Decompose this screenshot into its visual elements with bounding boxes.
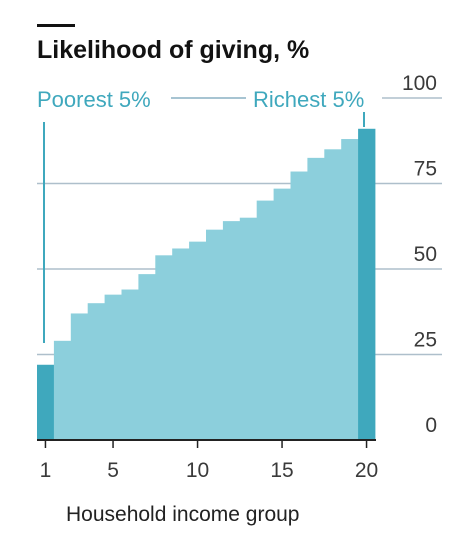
bar-11 <box>206 229 224 440</box>
x-tick-label-15: 15 <box>270 459 293 482</box>
x-axis-label: Household income group <box>66 503 299 526</box>
x-tick-label-10: 10 <box>186 459 209 482</box>
x-tick-label-5: 5 <box>107 459 119 482</box>
bar-13 <box>239 217 258 440</box>
bars <box>37 128 376 441</box>
bar-4 <box>87 303 105 440</box>
y-tick-label-50: 50 <box>414 243 437 266</box>
annotation-richest: Richest 5% <box>253 87 364 112</box>
y-tick-label-75: 75 <box>414 158 437 181</box>
bar-1 <box>37 364 55 440</box>
y-tick-labels: 0 25 50 75 100 <box>402 72 437 437</box>
bar-19 <box>341 139 359 441</box>
x-tick-label-1: 1 <box>40 459 52 482</box>
bar-14 <box>256 200 274 440</box>
bar-20 <box>358 128 376 440</box>
title-rule <box>37 24 75 27</box>
bar-9 <box>172 248 190 440</box>
bar-18 <box>324 149 342 441</box>
bar-2 <box>53 340 72 440</box>
bar-17 <box>307 157 325 440</box>
bar-15 <box>273 188 291 440</box>
bar-6 <box>121 289 139 440</box>
bar-8 <box>155 255 173 440</box>
chart-title: Likelihood of giving, % <box>37 36 309 64</box>
y-tick-label-0: 0 <box>425 414 437 437</box>
bar-3 <box>70 313 89 440</box>
x-tick-labels: 1 5 10 15 20 <box>40 440 378 482</box>
bar-7 <box>138 274 156 440</box>
y-tick-label-25: 25 <box>414 329 437 352</box>
y-tick-label-100: 100 <box>402 72 437 95</box>
bar-10 <box>189 241 207 440</box>
bar-12 <box>222 221 241 440</box>
bar-5 <box>104 294 122 440</box>
bar-16 <box>290 171 308 440</box>
annotation-poorest: Poorest 5% <box>37 87 151 112</box>
x-tick-label-20: 20 <box>355 459 378 482</box>
